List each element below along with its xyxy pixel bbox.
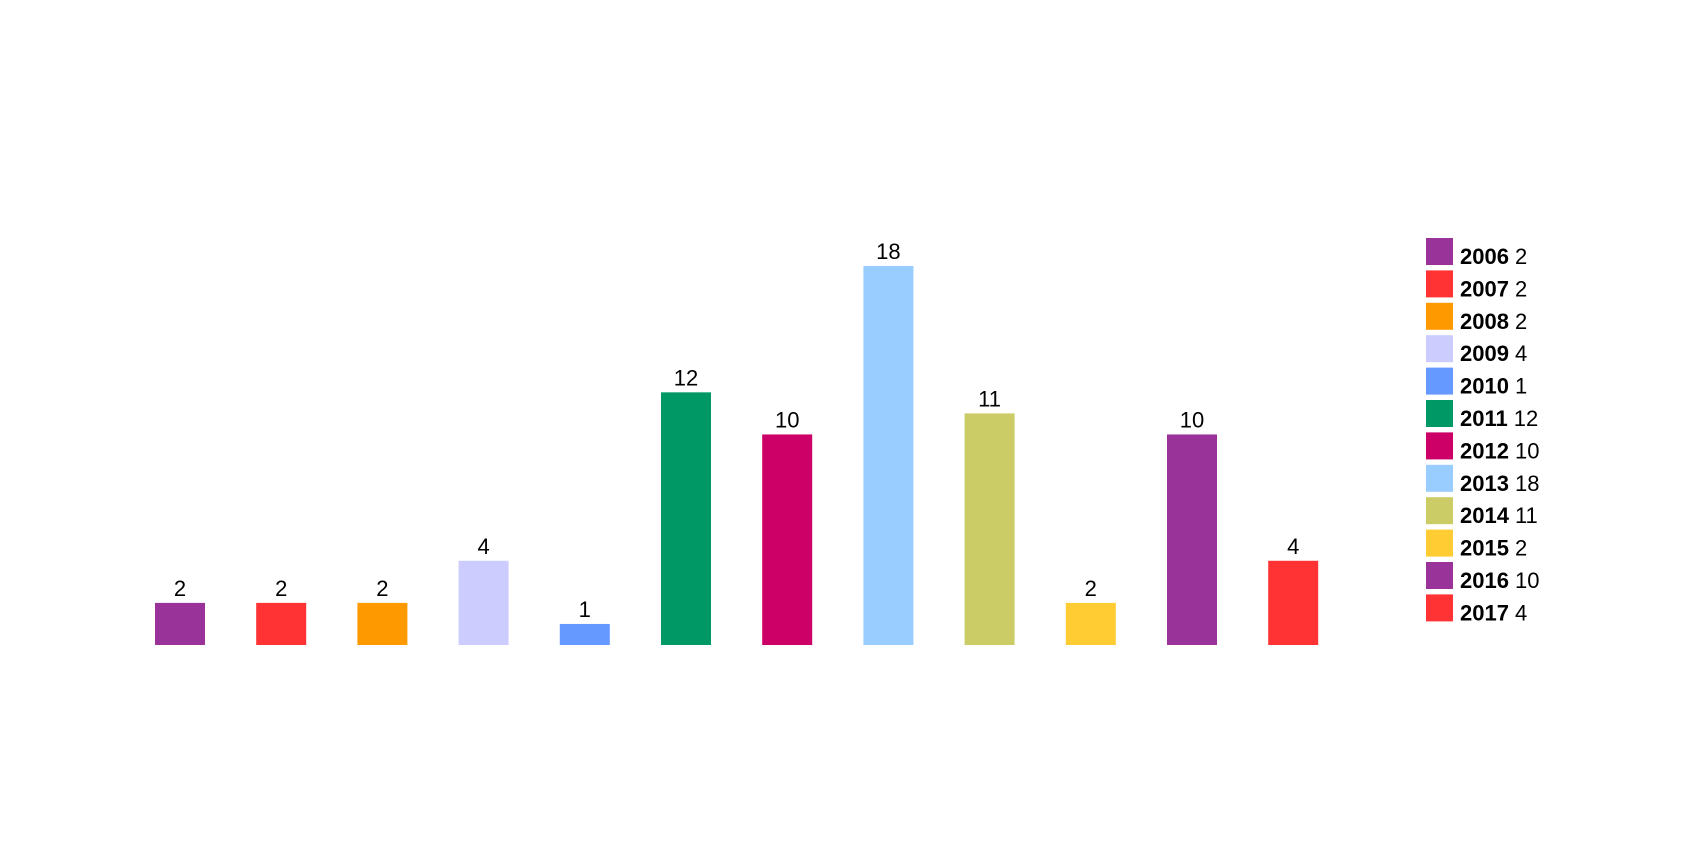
- bar: [155, 602, 205, 645]
- legend-value: 2: [1515, 276, 1527, 301]
- legend-entry: 2012 10: [1460, 438, 1539, 463]
- legend-value: 2: [1515, 309, 1527, 334]
- value-label: 12: [674, 365, 698, 390]
- legend-swatch: [1426, 432, 1453, 460]
- bar: [357, 602, 408, 645]
- legend-value: 12: [1514, 406, 1538, 431]
- bar: [661, 392, 711, 645]
- legend-value: 4: [1515, 600, 1527, 625]
- legend-entry: 2006 2: [1460, 244, 1527, 269]
- legend-swatch: [1426, 464, 1453, 492]
- legend-category: 2010: [1460, 374, 1509, 399]
- bar: [1268, 560, 1319, 645]
- legend-value: 11: [1515, 503, 1538, 528]
- legend-swatch: [1426, 238, 1453, 265]
- legend-value: 10: [1515, 568, 1539, 593]
- legend-entry: 2013 18: [1460, 471, 1539, 496]
- legend-category: 2007: [1460, 276, 1509, 301]
- legend-category: 2017: [1460, 600, 1509, 625]
- legend-category: 2006: [1460, 244, 1509, 269]
- legend-category: 2008: [1460, 309, 1509, 334]
- legend-entry: 2015 2: [1460, 536, 1527, 561]
- legend-swatch: [1426, 335, 1453, 363]
- bar: [256, 602, 307, 645]
- legend-value: 18: [1515, 471, 1539, 496]
- legend-category: 2009: [1460, 341, 1509, 366]
- legend-value: 2: [1515, 244, 1527, 269]
- legend-value: 2: [1515, 536, 1527, 561]
- legend-entry: 2007 2: [1460, 276, 1527, 301]
- bar: [964, 413, 1015, 645]
- bar: [762, 434, 813, 645]
- bar: [863, 266, 914, 645]
- legend-entry: 2014 11: [1460, 503, 1538, 528]
- legend-category: 2013: [1460, 471, 1509, 496]
- legend-entry: 2010 1: [1460, 374, 1527, 399]
- legend-category: 2015: [1460, 536, 1509, 561]
- bar: [1167, 434, 1217, 645]
- legend-swatch: [1426, 302, 1453, 330]
- legend-swatch: [1426, 367, 1453, 395]
- legend-entry: 2016 10: [1460, 568, 1539, 593]
- bar: [559, 623, 610, 645]
- value-label: 1: [579, 597, 591, 622]
- value-label: 2: [1085, 576, 1097, 601]
- legend-value: 4: [1515, 341, 1527, 366]
- bar: [458, 560, 509, 645]
- legend-entry: 2009 4: [1460, 341, 1527, 366]
- value-label: 2: [275, 576, 287, 601]
- value-label: 10: [775, 407, 799, 432]
- legend-swatch: [1426, 594, 1453, 622]
- value-label: 2: [174, 576, 186, 601]
- legend-swatch: [1426, 497, 1453, 525]
- legend-swatch: [1426, 529, 1453, 557]
- legend-category: 2012: [1460, 438, 1509, 463]
- legend-category: 2014: [1460, 503, 1510, 528]
- bar: [1065, 602, 1116, 645]
- legend-swatch: [1426, 562, 1453, 589]
- legend-category: 2011: [1460, 406, 1508, 431]
- legend-entry: 2008 2: [1460, 309, 1527, 334]
- value-label: 4: [477, 534, 489, 559]
- legend-value: 1: [1515, 374, 1527, 399]
- legend-entry: 2017 4: [1460, 600, 1527, 625]
- legend-swatch: [1426, 400, 1453, 427]
- legend-swatch: [1426, 270, 1453, 298]
- legend-category: 2016: [1460, 568, 1509, 593]
- legend-entry: 2011 12: [1460, 406, 1538, 431]
- value-label: 2: [376, 576, 388, 601]
- legend-value: 10: [1515, 438, 1539, 463]
- value-label: 18: [876, 239, 900, 264]
- value-label: 4: [1287, 534, 1299, 559]
- value-label: 10: [1180, 407, 1204, 432]
- value-label: 11: [978, 386, 1001, 411]
